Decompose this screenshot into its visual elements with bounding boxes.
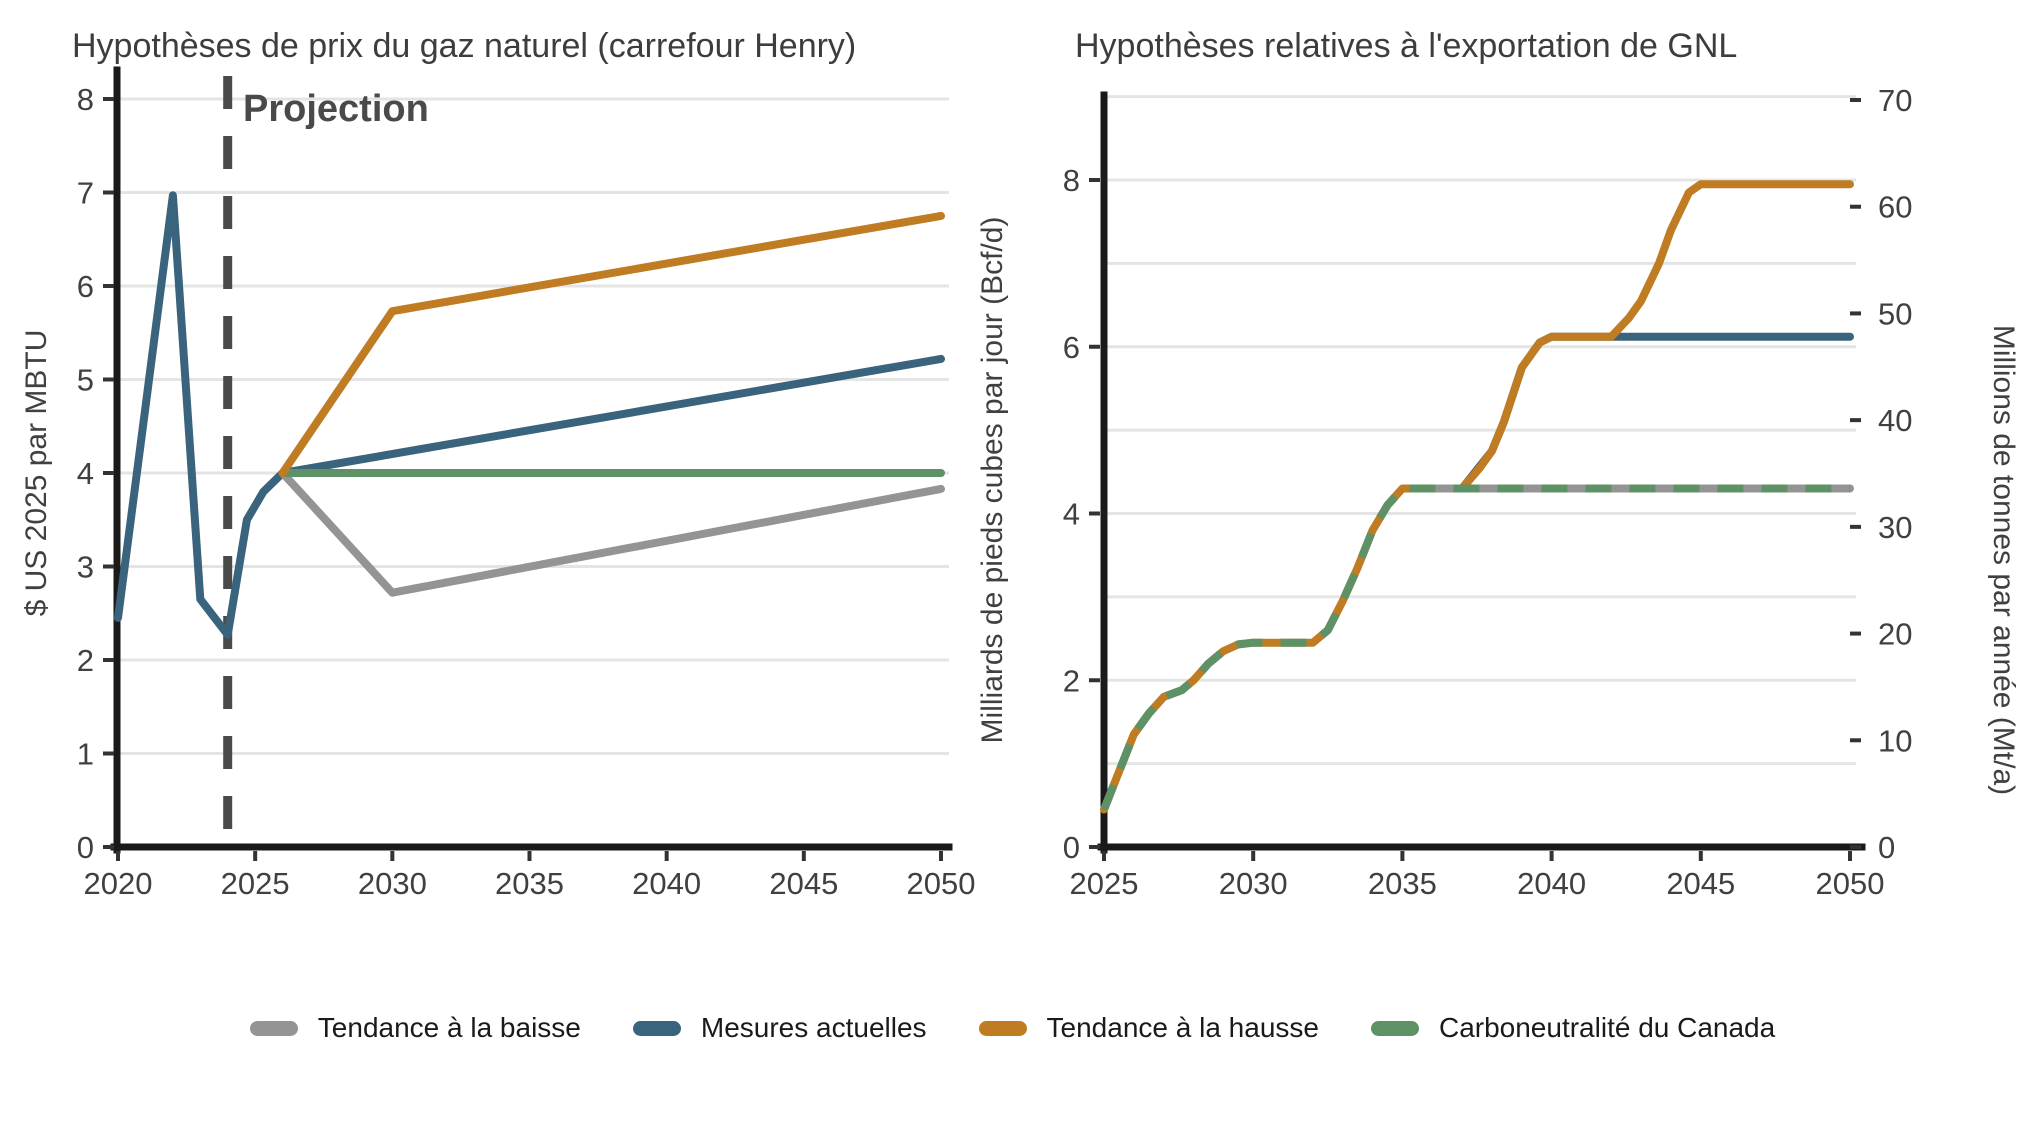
y-tick-label: 8: [77, 82, 94, 117]
y-tick-label: 8: [1063, 163, 1080, 198]
legend-item: Tendance à la hausse: [978, 1012, 1319, 1044]
right-y-tick-label: 60: [1878, 190, 1912, 225]
x-tick-label: 2045: [1666, 866, 1735, 901]
lng-left-y-axis-label: Milliards de pieds cubes par jour (Bcf/d…: [976, 217, 1009, 744]
chart-price-plot: 2020 2025 2030 2035 2040 2045 2050 0 1 2 3 4 5 6 7 8: [77, 66, 976, 901]
x-tick-label: 2045: [769, 866, 838, 901]
legend-label: Carboneutralité du Canada: [1438, 1012, 1776, 1043]
y-tick-label: 6: [1063, 330, 1080, 365]
price-y-axis-label: $ US 2025 par MBTU: [20, 330, 53, 617]
price-chart-title: Hypothèses de prix du gaz naturel (carre…: [72, 27, 856, 65]
y-tick-label: 0: [77, 830, 94, 865]
y-tick-label: 2: [77, 643, 94, 678]
legend-swatch-icon: [249, 1020, 298, 1036]
series-Tronc commun (tous les scénarios): [1100, 484, 1467, 814]
series-Mesures actuelles: [278, 354, 945, 477]
legend-item: Mesures actuelles: [632, 1012, 927, 1044]
lng-chart-title: Hypothèses relatives à l'exportation de …: [1075, 27, 1737, 65]
legend-swatch-icon: [1370, 1020, 1419, 1036]
x-tick-label: 2040: [1517, 866, 1586, 901]
y-tick-label: 2: [1063, 663, 1080, 698]
x-tick-label: 2020: [84, 866, 153, 901]
right-y-tick-label: 40: [1878, 403, 1912, 438]
x-tick-label: 2050: [1816, 866, 1885, 901]
x-tick-label: 2035: [495, 866, 564, 901]
chart-legend: Tendance à la baisse Mesures actuelles Ten…: [0, 1012, 2025, 1044]
x-tick-label: 2030: [1219, 866, 1288, 901]
y-tick-label: 1: [77, 737, 94, 772]
legend-label: Mesures actuelles: [700, 1012, 927, 1043]
right-y-tick-label: 0: [1878, 830, 1895, 865]
lng-right-y-axis-label: Millions de tonnes par année (Mt/a): [1987, 325, 2020, 795]
legend-item: Carboneutralité du Canada: [1370, 1012, 1776, 1044]
x-tick-label: 2035: [1368, 866, 1437, 901]
x-tick-label: 2040: [632, 866, 701, 901]
y-tick-label: 7: [77, 176, 94, 211]
y-tick-label: 4: [1063, 497, 1080, 532]
right-y-tick-label: 20: [1878, 617, 1912, 652]
series-Carboneutralité du Canada: [1100, 484, 1850, 811]
x-tick-label: 2030: [358, 866, 427, 901]
series-Mesures actuelles: [1458, 332, 1854, 493]
right-y-tick-label: 30: [1878, 510, 1912, 545]
legend-swatch-icon: [632, 1020, 681, 1036]
y-tick-label: 0: [1063, 830, 1080, 865]
right-y-tick-label: 70: [1878, 83, 1912, 118]
legend-item: Tendance à la baisse: [249, 1012, 581, 1044]
right-y-tick-label: 10: [1878, 723, 1912, 758]
series-Tendance à la hausse: [1458, 180, 1854, 493]
chart-lng-plot: 2025 2030 2035 2040 2045 20500246801020304050…: [1063, 83, 1913, 901]
x-tick-label: 2050: [907, 866, 976, 901]
right-y-tick-label: 50: [1878, 296, 1912, 331]
legend-label: Tendance à la hausse: [1046, 1012, 1319, 1043]
series-Historique: [114, 191, 287, 639]
projection-annotation: Projection: [243, 88, 429, 130]
series-Tendance à la baisse: [278, 469, 945, 597]
series-Tendance à la hausse: [278, 211, 945, 477]
y-tick-label: 3: [77, 550, 94, 585]
y-tick-label: 5: [77, 363, 94, 398]
x-tick-label: 2025: [1070, 866, 1139, 901]
y-tick-label: 4: [77, 456, 94, 491]
legend-label: Tendance à la baisse: [317, 1012, 581, 1043]
legend-swatch-icon: [978, 1020, 1027, 1036]
y-tick-label: 6: [77, 269, 94, 304]
x-tick-label: 2025: [221, 866, 290, 901]
